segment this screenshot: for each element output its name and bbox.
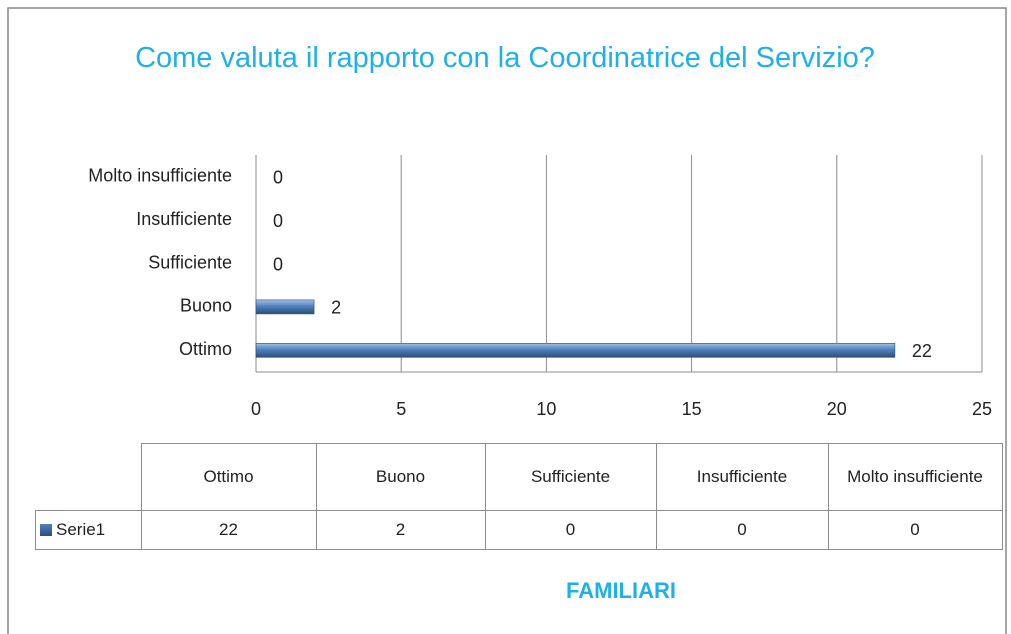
x-axis-label: FAMILIARI <box>566 578 676 603</box>
table-cell: 0 <box>655 510 829 550</box>
frame <box>7 7 1007 634</box>
data-label: 0 <box>273 211 283 231</box>
x-tick-label: 15 <box>682 399 702 419</box>
legend-label: Serie1 <box>56 520 106 539</box>
legend-cell: Serie1 <box>35 510 142 550</box>
table-cell: Ottimo <box>140 443 317 511</box>
data-label: 22 <box>912 341 932 361</box>
legend-key <box>40 524 52 536</box>
table-cell: Molto insufficiente <box>827 443 1003 511</box>
chart-title: Come valuta il rapporto con la Coordinat… <box>135 42 875 74</box>
data-label: 2 <box>331 298 341 318</box>
table-cell: 0 <box>484 510 657 550</box>
y-tick-label: Insufficiente <box>136 209 232 229</box>
table-cell: Sufficiente <box>484 443 657 511</box>
data-label: 0 <box>273 167 283 187</box>
table-cell: 0 <box>827 510 1003 550</box>
y-tick-label: Ottimo <box>179 339 232 359</box>
data-label: 0 <box>273 254 283 274</box>
table-row: Serie1 22 2 0 0 0 <box>35 510 1003 550</box>
table-header: Ottimo Buono Sufficiente Insufficiente Molto… <box>36 443 1003 511</box>
table-cell: 22 <box>140 510 317 550</box>
x-tick-label: 25 <box>972 399 992 419</box>
x-tick-label: 0 <box>251 399 261 419</box>
data-table: Ottimo Buono Sufficiente Insufficiente Molto… <box>35 443 1003 550</box>
x-tick-label: 10 <box>536 399 556 419</box>
y-tick-label: Molto insufficiente <box>88 165 232 185</box>
bar <box>255 299 315 315</box>
table-cell: 2 <box>315 510 486 550</box>
x-tick-label: 5 <box>396 399 406 419</box>
x-tick-label: 20 <box>827 399 847 419</box>
table-cell: Insufficiente <box>655 443 829 511</box>
y-tick-label: Sufficiente <box>148 252 232 272</box>
corner <box>36 444 142 511</box>
table-cell: Buono <box>315 443 486 511</box>
bar <box>255 342 896 358</box>
y-tick-label: Buono <box>180 296 232 316</box>
